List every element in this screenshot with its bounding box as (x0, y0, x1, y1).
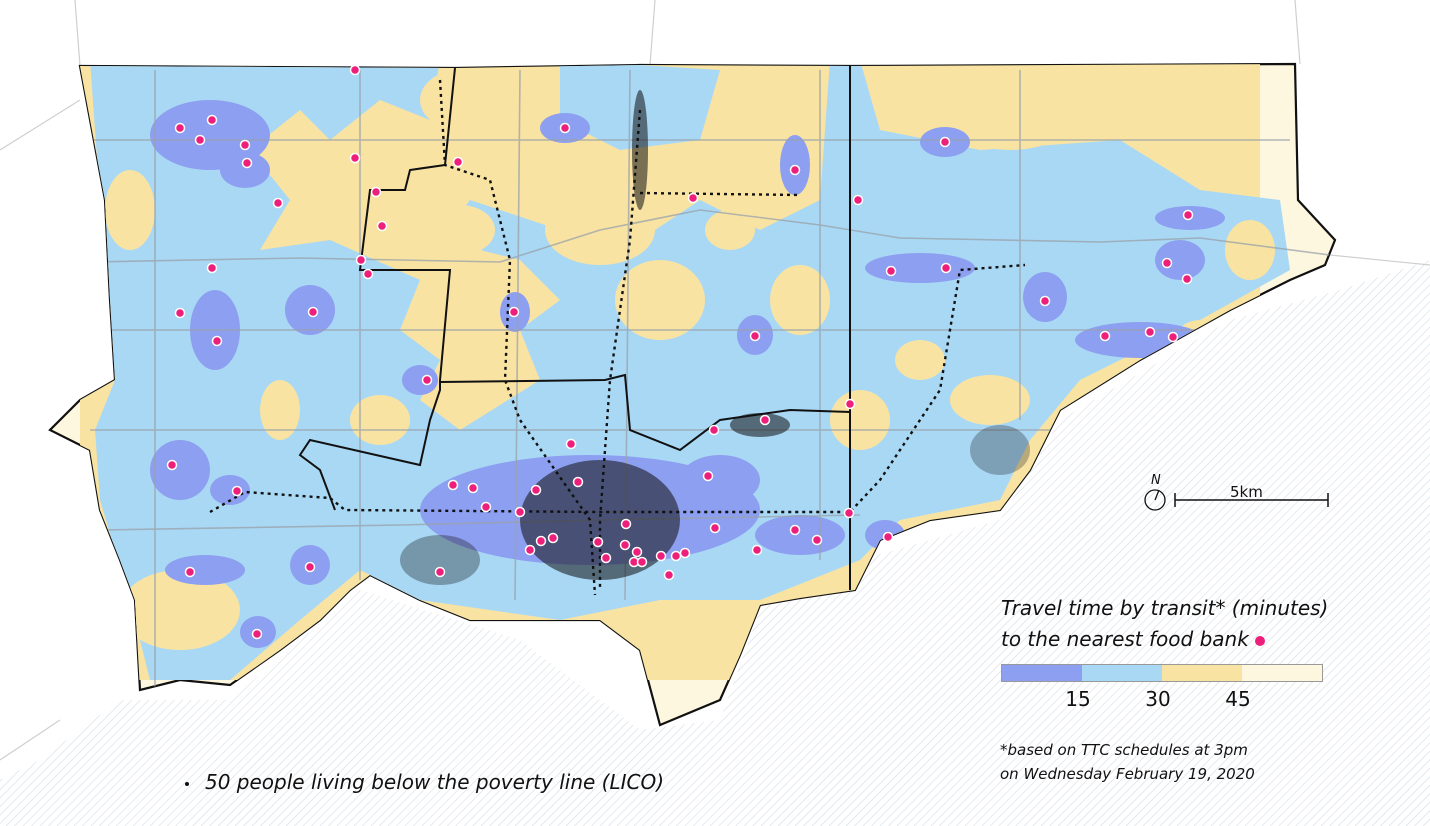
food-bank-marker (206, 114, 218, 126)
food-bank-marker (206, 262, 218, 274)
legend-title-line2: to the nearest food bank (1001, 627, 1265, 651)
food-bank-marker (600, 552, 612, 564)
poverty-dot-symbol (185, 781, 189, 786)
legend-class-0-15 (1002, 665, 1082, 681)
food-bank-marker (530, 484, 542, 496)
food-bank-marker (670, 550, 682, 562)
food-bank-marker (592, 536, 604, 548)
food-bank-marker (702, 470, 714, 482)
food-bank-marker (355, 254, 367, 266)
food-bank-marker (434, 566, 446, 578)
food-bank-marker (1182, 209, 1194, 221)
food-bank-marker (184, 566, 196, 578)
food-bank-marker (811, 534, 823, 546)
legend-color-bar (1001, 664, 1323, 682)
food-bank-marker (251, 628, 263, 640)
food-bank-marker (1161, 257, 1173, 269)
food-bank-marker (709, 522, 721, 534)
food-bank-marker (843, 507, 855, 519)
legend-class-15-30 (1082, 665, 1162, 681)
food-bank-marker (174, 307, 186, 319)
food-bank-marker (174, 122, 186, 134)
food-bank-marker (663, 569, 675, 581)
food-bank-marker (452, 156, 464, 168)
food-bank-marker (631, 546, 643, 558)
scale-bar (1174, 493, 1329, 507)
food-bank-marker (447, 479, 459, 491)
legend-class-45-plus (1242, 665, 1322, 681)
footnote-line2: on Wednesday February 19, 2020 (1000, 765, 1255, 783)
food-bank-marker (655, 550, 667, 562)
food-bank-marker (349, 152, 361, 164)
food-bank-marker (231, 485, 243, 497)
food-bank-marker (239, 139, 251, 151)
food-bank-marker (211, 335, 223, 347)
food-bank-marker (480, 501, 492, 513)
food-bank-marker (789, 524, 801, 536)
food-bank-marker (1039, 295, 1051, 307)
food-bank-marker (304, 561, 316, 573)
legend-tick-15: 15 (1065, 687, 1091, 711)
food-bank-marker (1144, 326, 1156, 338)
scale-label: 5km (1230, 483, 1263, 501)
food-bank-marker (619, 539, 631, 551)
food-bank-marker (572, 476, 584, 488)
food-bank-marker (514, 506, 526, 518)
food-bank-marker (376, 220, 388, 232)
food-bank-marker (844, 398, 856, 410)
food-bank-marker (1167, 331, 1179, 343)
food-bank-marker (749, 330, 761, 342)
food-bank-marker (1099, 330, 1111, 342)
food-bank-marker (547, 532, 559, 544)
food-bank-marker (751, 544, 763, 556)
food-bank-marker (508, 306, 520, 318)
zone-30-45-patches (105, 65, 1275, 650)
food-bank-marker (362, 268, 374, 280)
footnote-line1: *based on TTC schedules at 3pm (1000, 741, 1248, 759)
food-bank-marker (885, 265, 897, 277)
neighbour-boundary-lines (0, 0, 1430, 761)
district-boundaries (298, 66, 851, 590)
poverty-dot-legend-text: 50 people living below the poverty line … (205, 770, 665, 794)
poverty-dot-legend: 50 people living below the poverty line … (185, 770, 664, 794)
food-bank-marker (524, 544, 536, 556)
food-bank-marker (421, 374, 433, 386)
legend-title-line2-text: to the nearest food bank (1001, 627, 1249, 651)
food-bank-marker (620, 518, 632, 530)
food-bank-marker (559, 122, 571, 134)
food-banks (166, 64, 1194, 640)
food-bank-legend-dot (1254, 635, 1265, 646)
legend-class-30-45 (1162, 665, 1242, 681)
north-arrow (1144, 489, 1166, 511)
food-bank-marker (349, 64, 361, 76)
food-bank-marker (1181, 273, 1193, 285)
food-bank-marker (307, 306, 319, 318)
food-bank-marker (940, 262, 952, 274)
food-bank-marker (939, 136, 951, 148)
food-bank-marker (565, 438, 577, 450)
food-bank-marker (370, 186, 382, 198)
food-bank-marker (687, 192, 699, 204)
food-bank-marker (708, 424, 720, 436)
food-bank-marker (789, 164, 801, 176)
food-bank-marker (759, 414, 771, 426)
legend-tick-30: 30 (1145, 687, 1171, 711)
food-bank-marker (194, 134, 206, 146)
food-bank-marker (636, 556, 648, 568)
legend-title-line1: Travel time by transit* (minutes) (1001, 596, 1329, 620)
food-bank-marker (852, 194, 864, 206)
north-label: N (1151, 473, 1161, 488)
food-bank-marker (241, 157, 253, 169)
food-bank-marker (272, 197, 284, 209)
road-network (89, 69, 1331, 690)
food-bank-marker (679, 547, 691, 559)
food-bank-marker (535, 535, 547, 547)
food-bank-marker (467, 482, 479, 494)
food-bank-marker (882, 531, 894, 543)
food-bank-marker (166, 459, 178, 471)
legend-tick-45: 45 (1225, 687, 1251, 711)
